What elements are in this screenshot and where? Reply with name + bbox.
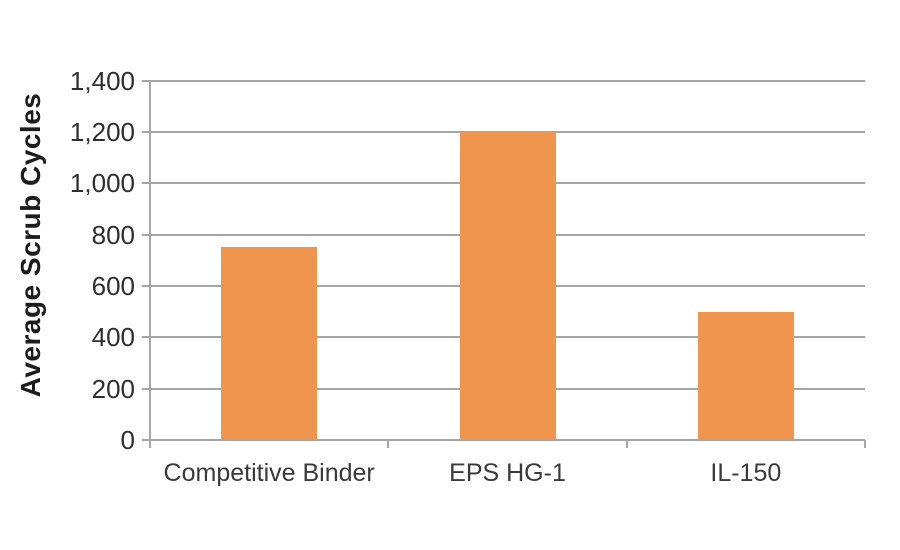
- y-tick-label: 1,000: [69, 168, 135, 199]
- x-axis-label: EPS HG-1: [449, 459, 566, 487]
- y-tick-label: 1,400: [69, 65, 135, 96]
- y-axis-line: [149, 79, 151, 448]
- x-axis-label: Competitive Binder: [163, 459, 375, 487]
- gridline: [142, 79, 865, 82]
- y-tick-label: 800: [91, 219, 135, 250]
- gridline: [142, 439, 865, 441]
- bar: [459, 131, 556, 440]
- y-tick-label: 200: [91, 373, 135, 404]
- bar: [697, 311, 794, 440]
- y-tick-label: 0: [120, 425, 135, 455]
- x-axis-tick: [864, 440, 866, 448]
- x-axis-label: IL-150: [710, 459, 782, 487]
- y-tick-label: 1,200: [69, 116, 135, 147]
- bar: [221, 247, 318, 440]
- x-axis-tick: [387, 440, 390, 448]
- y-tick-label: 400: [91, 322, 135, 353]
- y-tick-label: 600: [91, 270, 135, 301]
- x-axis-tick: [625, 440, 628, 448]
